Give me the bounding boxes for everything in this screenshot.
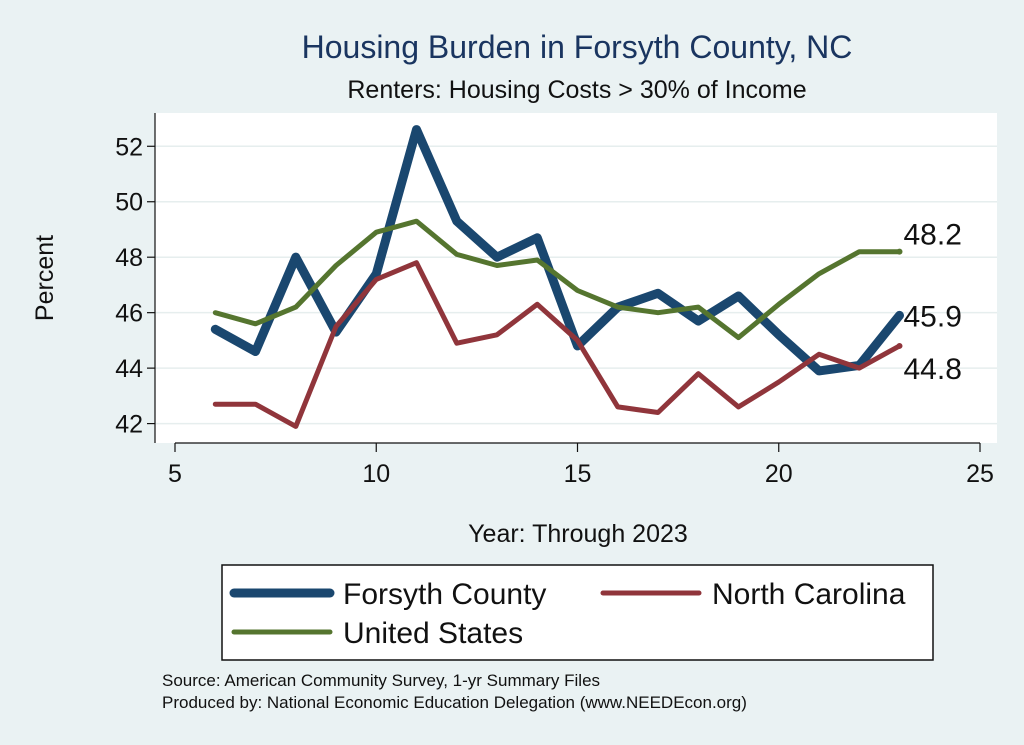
y-tick-label-44: 44 bbox=[115, 355, 143, 383]
plot-area bbox=[155, 113, 997, 443]
produced-by-line: Produced by: National Economic Education… bbox=[162, 693, 747, 712]
end-point-forsyth bbox=[896, 312, 903, 319]
end-labels: 45.9 44.8 48.2 bbox=[904, 219, 962, 386]
chart-subtitle: Renters: Housing Costs > 30% of Income bbox=[347, 76, 806, 104]
chart-title: Housing Burden in Forsyth County, NC bbox=[302, 29, 853, 65]
end-label-forsyth: 45.9 bbox=[904, 300, 962, 333]
end-label-north-carolina: 44.8 bbox=[904, 353, 962, 386]
end-label-united-states: 48.2 bbox=[904, 219, 962, 252]
y-tick-label-50: 50 bbox=[115, 189, 143, 217]
end-point-north-carolina bbox=[896, 342, 903, 349]
legend-label-north-carolina: North Carolina bbox=[712, 578, 906, 611]
x-tick-label-15: 15 bbox=[564, 460, 592, 488]
legend-item-forsyth: Forsyth County bbox=[229, 578, 546, 611]
legend-item-united-states: United States bbox=[231, 617, 523, 650]
x-tick-label-10: 10 bbox=[362, 460, 390, 488]
y-axis-title: Percent bbox=[31, 235, 59, 321]
x-axis-title: Year: Through 2023 bbox=[468, 520, 688, 548]
legend-item-north-carolina: North Carolina bbox=[600, 578, 906, 611]
y-tick-label-42: 42 bbox=[115, 411, 143, 439]
legend-label-forsyth: Forsyth County bbox=[343, 578, 546, 611]
x-tick-label-25: 25 bbox=[966, 460, 994, 488]
y-tick-label-48: 48 bbox=[115, 244, 143, 272]
x-tick-label-20: 20 bbox=[765, 460, 793, 488]
series-line-united-states bbox=[212, 218, 902, 341]
y-tick-label-52: 52 bbox=[115, 133, 143, 161]
axes: 42 44 46 48 50 52 5 10 15 20 25 bbox=[115, 113, 994, 488]
source-line: Source: American Community Survey, 1-yr … bbox=[162, 671, 600, 690]
legend-box bbox=[221, 564, 934, 661]
series-line-north-carolina bbox=[212, 260, 902, 429]
end-point-united-states bbox=[896, 248, 903, 255]
y-tick-label-46: 46 bbox=[115, 300, 143, 328]
series-lines bbox=[210, 125, 904, 429]
x-tick-label-5: 5 bbox=[168, 460, 182, 488]
legend-label-united-states: United States bbox=[343, 617, 523, 650]
series-line-forsyth bbox=[210, 125, 904, 376]
